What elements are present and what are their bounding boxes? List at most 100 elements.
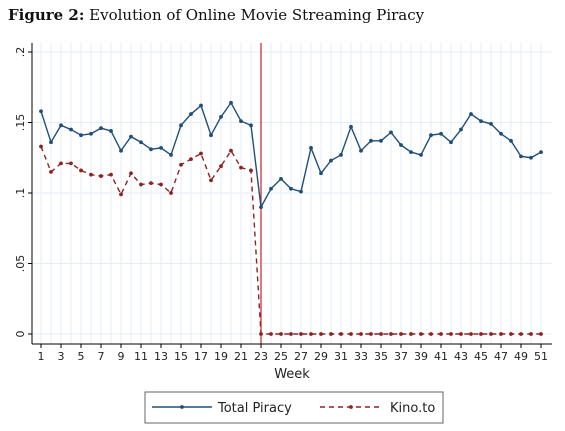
data-point-total-piracy (319, 171, 323, 176)
data-point-kino-to (159, 182, 163, 187)
data-point-kino-to (199, 151, 203, 156)
data-point-total-piracy (419, 153, 423, 157)
data-point-total-piracy (379, 138, 383, 143)
data-point-total-piracy (49, 140, 53, 145)
x-tick-label: 9 (118, 350, 125, 363)
x-tick-label: 5 (78, 350, 85, 363)
x-tick-label: 3 (58, 350, 65, 363)
data-point-total-piracy (69, 127, 73, 132)
x-tick-label: 49 (514, 350, 528, 363)
data-point-total-piracy (209, 133, 213, 138)
data-point-kino-to (459, 332, 463, 336)
data-point-total-piracy (129, 134, 133, 139)
x-tick-label: 41 (434, 350, 448, 363)
x-tick-label: 13 (154, 350, 168, 363)
data-point-total-piracy (309, 145, 313, 150)
data-point-kino-to (109, 172, 113, 177)
data-point-total-piracy (509, 138, 513, 143)
data-point-kino-to (479, 332, 483, 336)
data-point-kino-to (369, 332, 373, 336)
legend-label-kino-to: Kino.to (390, 401, 435, 416)
data-point-total-piracy (59, 123, 63, 128)
x-tick-label: 47 (494, 350, 508, 363)
data-point-kino-to (529, 332, 533, 336)
data-point-kino-to (469, 332, 473, 336)
data-point-total-piracy (179, 123, 183, 128)
data-point-total-piracy (349, 124, 353, 129)
data-point-kino-to (489, 332, 493, 336)
figure-title-text: Evolution of Online Movie Streaming Pira… (89, 6, 425, 24)
data-point-total-piracy (339, 153, 343, 157)
data-point-total-piracy (289, 186, 293, 191)
data-point-kino-to (209, 178, 213, 183)
x-tick-label: 43 (454, 350, 468, 363)
data-point-kino-to (49, 169, 53, 174)
data-point-kino-to (519, 332, 523, 336)
data-point-kino-to (419, 332, 423, 336)
data-point-kino-to (509, 332, 513, 336)
data-point-total-piracy (479, 119, 483, 123)
series-line-kino-to (40, 146, 541, 335)
x-tick-label: 51 (534, 350, 548, 363)
x-tick-label: 31 (334, 350, 348, 363)
data-point-kino-to (499, 332, 503, 336)
data-point-kino-to (339, 332, 343, 336)
data-point-kino-to (219, 164, 223, 169)
legend: Total Piracy Kino.to (144, 391, 444, 424)
data-point-kino-to (179, 162, 183, 167)
x-tick-label: 33 (354, 350, 368, 363)
data-point-total-piracy (189, 112, 193, 116)
x-tick-label: 27 (294, 350, 308, 363)
data-point-kino-to (189, 157, 193, 162)
data-point-total-piracy (539, 150, 543, 155)
data-point-kino-to (69, 161, 73, 166)
x-tick-label: 45 (474, 350, 488, 363)
grid (32, 43, 552, 344)
data-point-total-piracy (429, 133, 433, 138)
data-point-total-piracy (149, 147, 153, 152)
data-point-kino-to (169, 191, 173, 195)
data-point-kino-to (139, 182, 143, 187)
figure-label: Figure 2: (8, 6, 85, 24)
x-tick-label: 17 (194, 350, 208, 363)
data-point-total-piracy (499, 131, 503, 136)
data-point-kino-to (439, 332, 443, 336)
data-point-total-piracy (439, 131, 443, 136)
legend-marker-kino-to (349, 405, 353, 409)
series-layer (39, 100, 543, 336)
data-point-total-piracy (239, 119, 243, 123)
x-tick-label: 39 (414, 350, 428, 363)
data-point-kino-to (229, 148, 233, 153)
data-point-kino-to (349, 332, 353, 336)
data-point-total-piracy (79, 133, 83, 138)
data-point-total-piracy (99, 126, 103, 131)
data-point-kino-to (39, 144, 43, 149)
y-tick-label: .15 (14, 114, 27, 132)
data-point-kino-to (379, 332, 383, 336)
data-point-total-piracy (279, 177, 283, 181)
data-point-kino-to (449, 332, 453, 336)
x-tick-label: 1 (38, 350, 45, 363)
x-axis-title: Week (274, 367, 310, 382)
data-point-kino-to (299, 332, 303, 336)
data-point-total-piracy (489, 122, 493, 126)
data-point-total-piracy (409, 150, 413, 155)
data-point-kino-to (409, 332, 413, 336)
data-point-total-piracy (159, 145, 163, 150)
x-tick-label: 15 (174, 350, 188, 363)
data-point-kino-to (249, 168, 253, 173)
data-point-kino-to (359, 332, 363, 336)
data-point-kino-to (399, 332, 403, 336)
x-tick-label: 7 (98, 350, 105, 363)
data-point-kino-to (429, 332, 433, 336)
data-point-kino-to (59, 161, 63, 166)
data-point-total-piracy (249, 123, 253, 128)
data-point-total-piracy (39, 109, 43, 114)
data-point-total-piracy (519, 154, 523, 159)
data-point-kino-to (389, 332, 393, 336)
y-tick-label: .05 (14, 255, 27, 273)
x-tick-label: 21 (234, 350, 248, 363)
data-point-kino-to (259, 332, 263, 336)
data-point-total-piracy (449, 140, 453, 145)
